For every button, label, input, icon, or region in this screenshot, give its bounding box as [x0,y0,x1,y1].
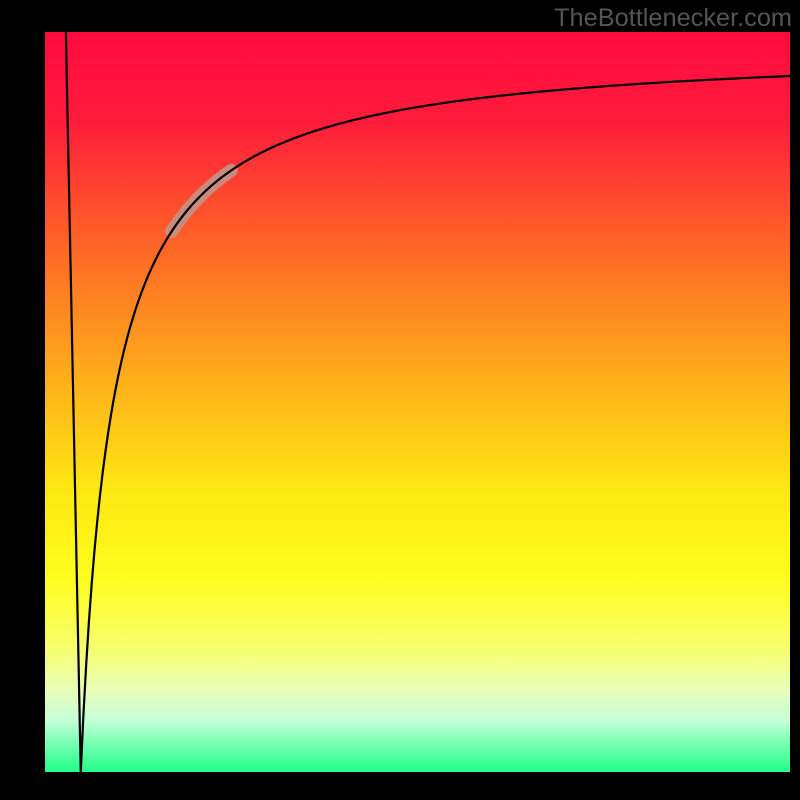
plot-area [45,32,790,772]
chart-container: { "canvas": { "width": 800, "height": 80… [0,0,800,800]
source-attribution: TheBottlenecker.com [554,4,792,33]
gradient-background [45,32,790,772]
